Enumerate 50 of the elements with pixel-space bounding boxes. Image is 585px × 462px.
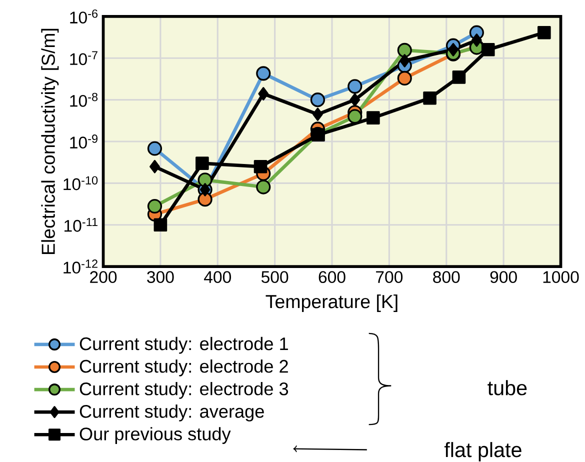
x-tick-label: 800 — [433, 270, 460, 283]
point — [471, 33, 482, 47]
point — [399, 54, 410, 68]
point — [196, 156, 209, 170]
point — [256, 66, 271, 81]
point — [423, 91, 436, 105]
y-axis-title: Electrical conductivity [S/m] — [41, 28, 59, 254]
x-tick-label: 500 — [261, 270, 288, 283]
point — [481, 42, 495, 56]
x-tick-label: 300 — [147, 270, 174, 283]
point — [258, 86, 269, 100]
text: flat plate — [444, 442, 522, 462]
x-tick-label: 700 — [376, 270, 403, 283]
point — [198, 192, 212, 206]
point — [154, 218, 168, 232]
point — [348, 78, 362, 94]
point — [366, 111, 380, 124]
legend-label: Our previous study — [80, 426, 231, 444]
x-tick-label: 400 — [204, 270, 231, 283]
text: tube — [488, 380, 527, 396]
point — [538, 26, 551, 40]
legend-label: Current study: electrode 1 — [80, 336, 288, 354]
y-tick-label: 10$^{-11}$ — [64, 218, 98, 232]
x-tick-label: 600 — [318, 270, 346, 283]
y-tick-label: 10$^{-6}$ — [70, 9, 98, 24]
y-tick-label: 10$^{-10}$ — [64, 176, 98, 190]
x-tick-label: 1000 — [543, 270, 579, 283]
point — [452, 70, 466, 84]
point — [254, 160, 268, 174]
y-tick-label: 10$^{-8}$ — [70, 92, 98, 107]
point — [310, 92, 326, 107]
point — [397, 70, 412, 86]
point — [348, 108, 362, 124]
point — [350, 93, 360, 106]
x-axis-title: Temperature [K] — [266, 294, 398, 312]
point — [256, 180, 271, 194]
point — [147, 198, 162, 214]
legend-label: Current study: electrode 3 — [80, 382, 288, 399]
y-tick-label: 10$^{-7}$ — [70, 51, 98, 65]
legend-label: Current study: electrode 2 — [80, 359, 288, 376]
x-tick-label: 900 — [490, 270, 517, 283]
y-tick-label: 10$^{-9}$ — [70, 134, 98, 148]
legend-label: Current study: average — [80, 404, 264, 422]
point — [147, 141, 162, 156]
point — [448, 42, 458, 56]
point — [198, 172, 212, 188]
point — [397, 42, 412, 58]
point — [312, 107, 323, 121]
x-tick-label: 200 — [90, 270, 117, 283]
point — [150, 160, 160, 174]
